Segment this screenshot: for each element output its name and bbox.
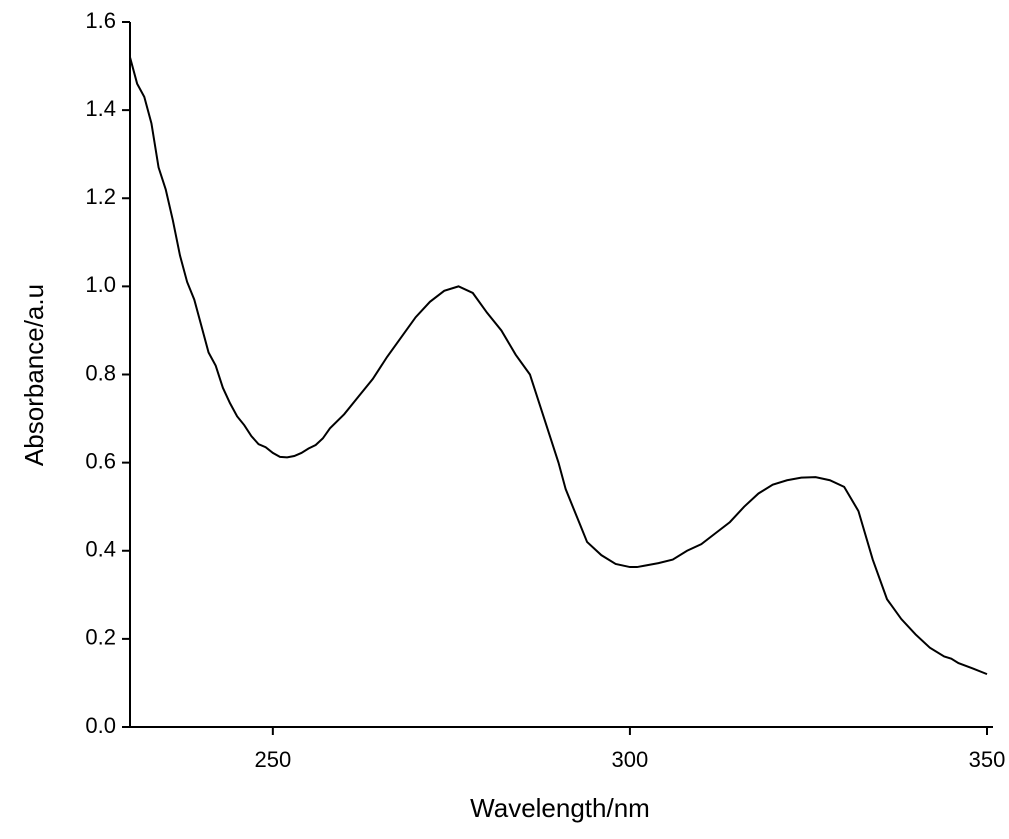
y-tick-label: 1.2 <box>85 184 116 209</box>
y-tick-label: 0.4 <box>85 537 116 562</box>
y-tick-label: 0.6 <box>85 448 116 473</box>
spectrum-line <box>129 56 988 676</box>
y-tick-label: 1.4 <box>85 96 116 121</box>
y-tick-label: 0.0 <box>85 713 116 738</box>
y-axis-title: Absorbance/a.u <box>19 284 49 466</box>
x-axis-title: Wavelength/nm <box>470 793 650 823</box>
y-tick-label: 1.6 <box>85 8 116 33</box>
y-tick-label: 0.2 <box>85 625 116 650</box>
x-tick-label: 350 <box>969 747 1006 772</box>
y-tick-label: 1.0 <box>85 272 116 297</box>
x-tick-label: 250 <box>254 747 291 772</box>
x-tick-label: 300 <box>612 747 649 772</box>
y-tick-label: 0.8 <box>85 360 116 385</box>
